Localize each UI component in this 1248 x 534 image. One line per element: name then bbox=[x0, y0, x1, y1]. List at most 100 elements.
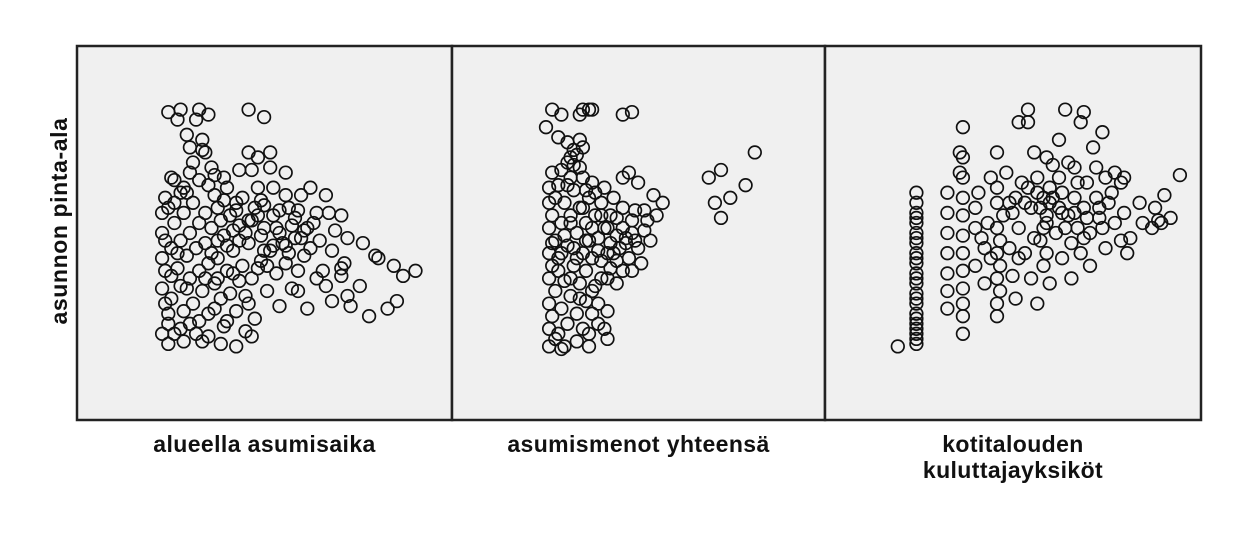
scatter-point bbox=[1157, 188, 1172, 203]
scatter-point bbox=[989, 309, 1005, 324]
scatter-point bbox=[572, 291, 587, 306]
scatter-point bbox=[287, 210, 303, 226]
scatter-point bbox=[554, 301, 569, 316]
scatter-point bbox=[250, 261, 266, 276]
x-axis-label-panel-2: asumismenot yhteensä bbox=[507, 431, 769, 457]
scatter-point bbox=[1027, 230, 1042, 246]
scatter-point bbox=[1039, 215, 1054, 231]
scatter-point bbox=[1061, 155, 1076, 170]
scatter-point bbox=[167, 215, 182, 231]
x-axis-labels: alueella asumisaika asumismenot yhteensä k… bbox=[153, 431, 1103, 483]
scatter-point bbox=[569, 334, 584, 349]
scatter-point bbox=[340, 230, 355, 246]
scatter-point bbox=[272, 203, 287, 218]
scatter-point bbox=[290, 263, 306, 278]
scatter-point bbox=[204, 220, 219, 236]
scatter-point bbox=[1104, 185, 1119, 200]
scatter-point bbox=[1089, 160, 1104, 175]
scatter-point bbox=[563, 288, 578, 304]
scatter-point bbox=[324, 243, 340, 258]
scatter-point bbox=[940, 205, 955, 221]
scatter-point bbox=[909, 215, 924, 231]
scatter-point bbox=[161, 306, 176, 321]
scatter-point bbox=[983, 170, 998, 185]
scatter-point bbox=[1085, 140, 1101, 155]
scatter-point bbox=[244, 162, 259, 178]
scatter-point bbox=[955, 228, 971, 243]
x-axis-label-panel-3: kuluttajayksiköt bbox=[923, 457, 1103, 483]
scatter-point bbox=[600, 331, 615, 347]
scatter-point bbox=[545, 165, 560, 180]
scatter-point bbox=[955, 208, 971, 223]
scatter-point bbox=[173, 278, 188, 294]
scatter-point bbox=[1116, 170, 1132, 185]
scatter-point bbox=[909, 205, 924, 221]
scatter-point bbox=[1005, 268, 1020, 284]
scatter-point bbox=[548, 283, 563, 299]
scatter-point bbox=[281, 246, 296, 261]
scatter-point bbox=[615, 107, 630, 122]
scatter-point bbox=[609, 210, 624, 226]
scatter-point bbox=[198, 205, 213, 221]
scatter-point bbox=[225, 266, 241, 281]
scatter-point bbox=[176, 205, 191, 221]
scatter-point bbox=[179, 281, 194, 296]
scatter-point bbox=[182, 165, 198, 180]
scatter-point bbox=[238, 288, 253, 304]
scatter-point bbox=[1064, 235, 1079, 251]
scatter-point bbox=[154, 326, 170, 341]
scatter-point bbox=[315, 263, 330, 278]
scatter-point bbox=[588, 278, 603, 294]
scatter-point bbox=[293, 188, 309, 203]
scatter-point bbox=[1058, 220, 1073, 236]
scatter-point bbox=[955, 120, 971, 135]
scatter-point bbox=[343, 298, 358, 314]
scatter-point bbox=[557, 228, 572, 243]
scatter-point bbox=[154, 281, 170, 296]
scatter-point bbox=[621, 251, 637, 266]
scatter-point bbox=[940, 246, 955, 261]
scatter-point bbox=[1030, 296, 1045, 311]
scatter-point bbox=[222, 286, 238, 301]
scatter-point bbox=[989, 180, 1005, 195]
scatter-point bbox=[1082, 258, 1098, 273]
scatter-point bbox=[1058, 102, 1073, 117]
scatter-point bbox=[278, 256, 293, 271]
scatter-point bbox=[723, 190, 738, 205]
scatter-point bbox=[297, 248, 312, 263]
scatter-point bbox=[312, 233, 327, 248]
scatter-point bbox=[996, 208, 1011, 223]
scatter-point bbox=[173, 102, 188, 117]
scatter-point bbox=[655, 195, 670, 210]
scatter-point bbox=[1116, 205, 1132, 221]
scatter-point bbox=[890, 339, 905, 354]
scatter-point bbox=[395, 268, 411, 284]
scatter-point bbox=[992, 283, 1008, 299]
scatter-point bbox=[999, 165, 1014, 180]
scatter-point bbox=[747, 145, 762, 160]
scatter-point bbox=[1095, 220, 1110, 236]
scatter-point bbox=[198, 145, 213, 160]
scatter-point bbox=[909, 230, 924, 246]
scatter-point bbox=[1076, 230, 1091, 246]
scatter-point bbox=[557, 339, 572, 354]
scatter-point bbox=[324, 293, 340, 309]
scatter-point bbox=[713, 162, 729, 178]
scatter-point bbox=[594, 208, 609, 223]
scatter-point bbox=[968, 258, 983, 273]
scatter-point bbox=[624, 104, 640, 120]
scatter-point bbox=[940, 301, 955, 316]
scatter-point bbox=[554, 107, 569, 122]
scatter-point bbox=[627, 233, 643, 248]
scatter-point bbox=[1011, 251, 1026, 266]
scatter-point bbox=[621, 165, 637, 180]
scatter-point bbox=[154, 225, 170, 241]
scatter-point bbox=[909, 296, 924, 311]
scatter-point bbox=[538, 120, 554, 135]
scatter-point bbox=[253, 193, 269, 208]
scatter-point bbox=[738, 178, 753, 193]
scatter-point bbox=[161, 316, 176, 331]
scatter-point bbox=[955, 150, 971, 165]
scatter-point bbox=[198, 235, 213, 251]
scatter-point bbox=[955, 190, 971, 205]
